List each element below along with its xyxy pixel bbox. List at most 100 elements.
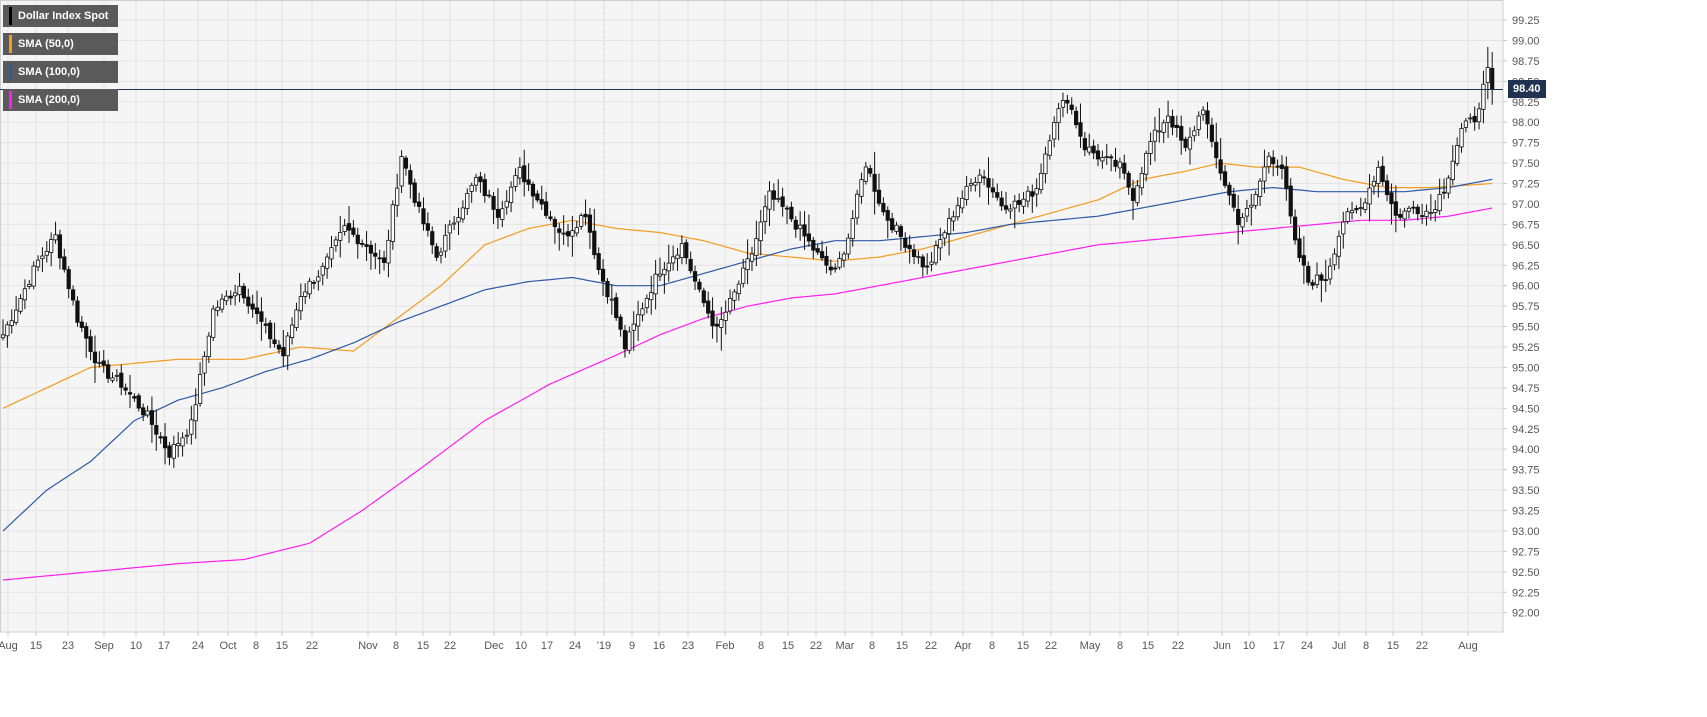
x-tick-label: 22 xyxy=(925,640,937,652)
candle-body xyxy=(911,249,917,258)
candle-body xyxy=(1406,207,1412,212)
candle-body xyxy=(1192,130,1197,137)
candle-body xyxy=(206,335,211,358)
candle-body xyxy=(631,323,636,331)
candle-body xyxy=(697,281,702,290)
candle-body xyxy=(1012,200,1017,209)
candle-body xyxy=(802,224,807,237)
candle-body xyxy=(1266,155,1271,167)
candle-body xyxy=(920,256,925,268)
candle-body xyxy=(1314,274,1320,285)
x-tick-label: 24 xyxy=(192,640,204,652)
candle-body xyxy=(592,230,597,256)
candle-body xyxy=(776,197,781,200)
candle-body xyxy=(1236,208,1241,225)
candle-body xyxy=(1262,166,1267,182)
candle-body xyxy=(88,336,93,352)
candle-body xyxy=(1323,279,1328,281)
candle-body xyxy=(180,437,185,447)
candle-body xyxy=(438,251,444,256)
candle-body xyxy=(1126,172,1131,188)
candle-body xyxy=(653,273,658,295)
candle-body xyxy=(1201,109,1206,116)
candle-body xyxy=(1358,207,1363,209)
candle-body xyxy=(390,204,395,242)
candle-body xyxy=(903,237,908,248)
candle-body xyxy=(193,404,198,422)
candle-body xyxy=(819,251,825,259)
candle-body xyxy=(1450,160,1455,180)
candle-body xyxy=(855,193,860,219)
candle-body xyxy=(758,221,763,242)
candle-body xyxy=(259,311,264,322)
candle-body xyxy=(990,187,995,193)
candle-body xyxy=(478,176,483,183)
x-tick-label: 15 xyxy=(30,640,42,652)
candle-body xyxy=(1170,116,1175,128)
candle-body xyxy=(1078,122,1083,137)
candle-body xyxy=(666,262,671,272)
last-price-badge: 98.40 xyxy=(1508,80,1546,99)
candle-body xyxy=(925,265,930,268)
candle-body xyxy=(399,156,404,187)
candle-body xyxy=(657,273,663,277)
candle-body xyxy=(320,265,325,276)
candle-body xyxy=(66,269,71,290)
candle-body xyxy=(513,175,518,188)
candle-body xyxy=(303,291,308,297)
candle-body xyxy=(132,396,137,399)
candle-body xyxy=(1209,124,1214,142)
candle-body xyxy=(114,374,119,377)
candle-body xyxy=(1336,235,1341,257)
x-tick-label: Aug xyxy=(1458,640,1478,652)
legend-item-sma50[interactable]: SMA (50,0) xyxy=(3,33,119,55)
candle-body xyxy=(933,245,939,264)
candle-body xyxy=(443,234,448,252)
candle-body xyxy=(1319,274,1324,281)
candle-body xyxy=(955,205,960,218)
candle-body xyxy=(141,407,146,416)
plot-area xyxy=(0,0,1503,632)
candle-body xyxy=(373,252,378,257)
candle-body xyxy=(1301,255,1306,266)
candle-body xyxy=(1091,145,1096,154)
legend-item-sma100[interactable]: SMA (100,0) xyxy=(3,61,119,83)
candle-body xyxy=(1481,83,1486,110)
candle-body xyxy=(500,208,505,220)
candle-body xyxy=(557,228,562,233)
candle-body xyxy=(1349,210,1355,214)
x-tick-label: 24 xyxy=(569,640,581,652)
candle-body xyxy=(535,193,540,201)
candle-body xyxy=(1275,165,1280,168)
legend-label-price: Dollar Index Spot xyxy=(18,10,109,22)
y-tick-label: 98.00 xyxy=(1512,117,1540,129)
candle-body xyxy=(197,374,203,404)
legend-swatch-sma50 xyxy=(9,35,12,53)
candle-body xyxy=(403,157,409,169)
candle-body xyxy=(1161,122,1166,133)
candle-body xyxy=(1152,129,1158,142)
candle-body xyxy=(22,288,28,301)
candle-body xyxy=(368,244,374,254)
candle-body xyxy=(228,295,233,299)
candle-body xyxy=(1279,164,1285,169)
candle-body xyxy=(224,295,229,302)
candle-body xyxy=(951,216,956,222)
candle-body xyxy=(97,362,102,364)
legend-item-price[interactable]: Dollar Index Spot xyxy=(3,5,119,27)
candle-body xyxy=(75,300,80,323)
candle-body xyxy=(1490,67,1495,90)
x-tick-label: 8 xyxy=(869,640,875,652)
candle-body xyxy=(1332,253,1337,266)
candle-body xyxy=(960,197,965,209)
y-tick-label: 93.75 xyxy=(1512,465,1540,477)
candle-body xyxy=(1459,128,1464,148)
candle-body xyxy=(1065,99,1070,104)
legend-item-sma200[interactable]: SMA (200,0) xyxy=(3,89,119,111)
x-tick-label: 22 xyxy=(810,640,822,652)
candle-body xyxy=(1297,238,1302,259)
candle-body xyxy=(1485,67,1490,84)
candle-body xyxy=(675,254,680,260)
candle-body xyxy=(1034,188,1039,195)
